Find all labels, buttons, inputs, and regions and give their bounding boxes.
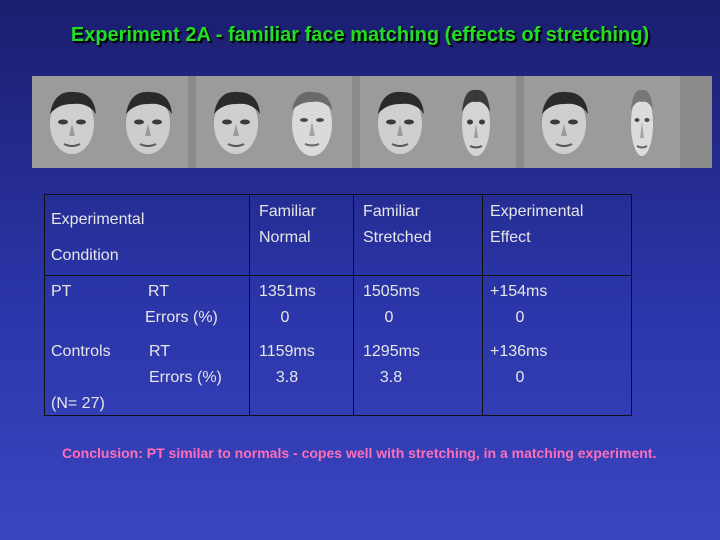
row-pt-normal-rt: 1351ms xyxy=(259,283,316,300)
row-pt-effect-rt: +154ms xyxy=(490,283,548,300)
results-table: Experimental Condition Familiar Normal F… xyxy=(44,194,632,416)
face-photo xyxy=(280,84,344,160)
face-photo-stretched xyxy=(454,84,498,160)
row-controls-effect-errors: 0 xyxy=(515,369,525,386)
header-experimental-effect-line2: Effect xyxy=(490,229,531,246)
row-controls-group: Controls xyxy=(51,343,111,360)
row-controls-stretched-rt: 1295ms xyxy=(363,343,420,360)
slide-title: Experiment 2A - familiar face matching (… xyxy=(70,24,650,46)
row-controls-effect-rt: +136ms xyxy=(490,343,548,360)
row-pt-stretched-errors: 0 xyxy=(384,309,394,326)
row-controls-measure-rt: RT xyxy=(149,343,171,360)
table-divider xyxy=(45,275,631,276)
row-pt-normal-errors: 0 xyxy=(280,309,290,326)
face-photo xyxy=(116,84,180,160)
row-controls-normal-rt: 1159ms xyxy=(259,343,315,360)
table-divider xyxy=(249,195,250,415)
row-controls-normal-errors: 3.8 xyxy=(275,369,299,386)
face-pair-3 xyxy=(360,76,516,168)
header-familiar-stretched-line1: Familiar xyxy=(363,203,420,220)
conclusion-text: Conclusion: PT similar to normals - cope… xyxy=(62,445,657,461)
header-familiar-normal-line2: Normal xyxy=(259,229,311,246)
header-experimental-effect-line1: Experimental xyxy=(490,203,584,220)
face-photo-strip xyxy=(32,76,712,168)
table-divider xyxy=(482,195,483,415)
face-photo xyxy=(368,84,432,160)
header-familiar-stretched-line2: Stretched xyxy=(363,229,432,246)
header-condition-line2: Condition xyxy=(51,247,119,264)
header-familiar-normal-line1: Familiar xyxy=(259,203,316,220)
header-condition-line1: Experimental xyxy=(51,211,145,228)
face-photo xyxy=(532,84,596,160)
row-controls-stretched-errors: 3.8 xyxy=(379,369,403,386)
row-pt-measure-rt: RT xyxy=(148,283,170,300)
table-divider xyxy=(353,195,354,415)
face-photo xyxy=(40,84,104,160)
face-photo-stretched xyxy=(624,84,660,160)
row-pt-measure-errors: Errors (%) xyxy=(145,309,218,326)
row-pt-effect-errors: 0 xyxy=(515,309,525,326)
row-pt-stretched-rt: 1505ms xyxy=(363,283,420,300)
row-pt-group: PT xyxy=(51,283,72,300)
face-pair-4 xyxy=(524,76,680,168)
face-pair-1 xyxy=(32,76,188,168)
row-controls-measure-errors: Errors (%) xyxy=(149,369,222,386)
face-photo xyxy=(204,84,268,160)
row-controls-sample-size: (N= 27) xyxy=(51,395,105,412)
face-pair-2 xyxy=(196,76,352,168)
